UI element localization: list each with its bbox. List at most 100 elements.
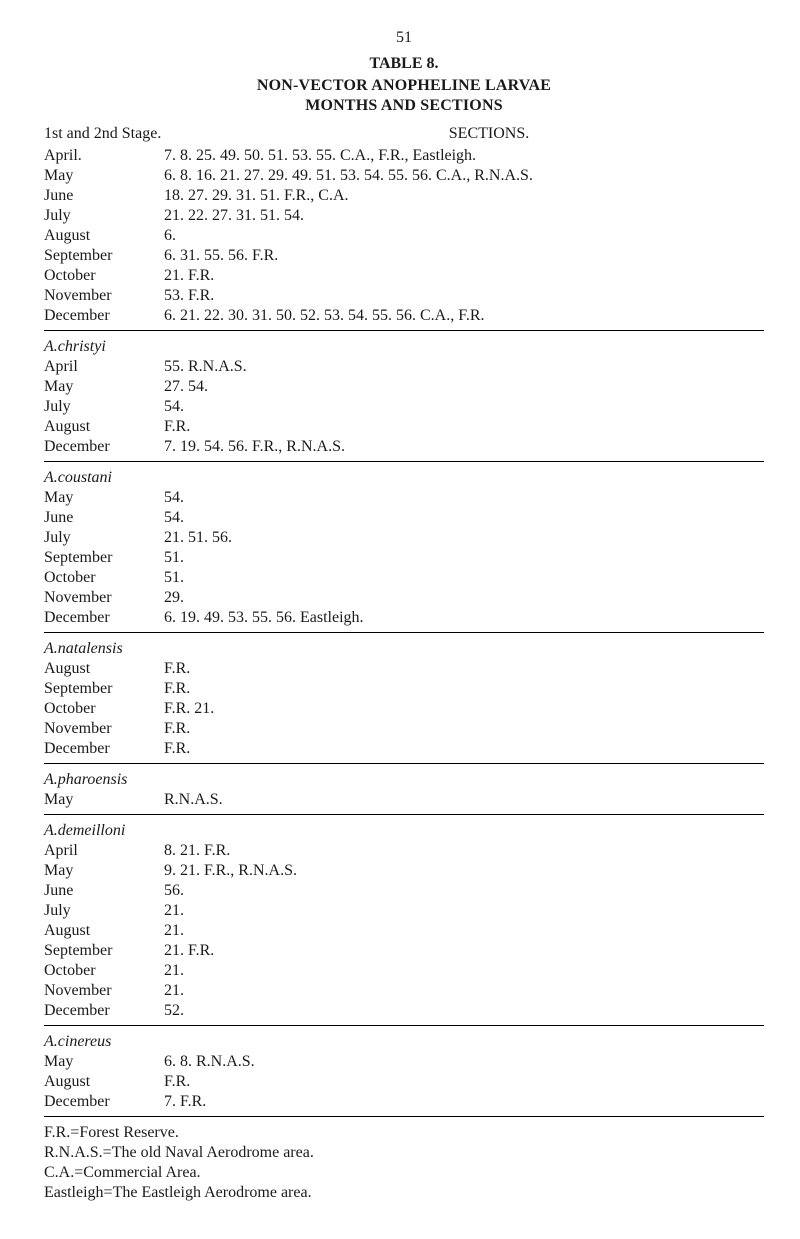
values-cell: 52. — [164, 1001, 764, 1021]
month-cell: April — [44, 841, 164, 861]
month-cell: December — [44, 306, 164, 326]
month-cell: December — [44, 608, 164, 628]
table-row: AugustF.R. — [44, 1072, 764, 1092]
table-row: MayR.N.A.S. — [44, 790, 764, 810]
values-cell: F.R. — [164, 679, 764, 699]
values-cell: 9. 21. F.R., R.N.A.S. — [164, 861, 764, 881]
month-cell: April. — [44, 146, 164, 166]
table-section: A.christyiApril55. R.N.A.S.May27. 54.Jul… — [44, 331, 764, 462]
table-row: AugustF.R. — [44, 417, 764, 437]
footer-line: C.A.=Commercial Area. — [44, 1163, 764, 1183]
table-row: June54. — [44, 508, 764, 528]
month-cell: September — [44, 679, 164, 699]
values-cell: 8. 21. F.R. — [164, 841, 764, 861]
month-cell: December — [44, 1001, 164, 1021]
month-cell: July — [44, 206, 164, 226]
values-cell: 7. F.R. — [164, 1092, 764, 1112]
month-cell: December — [44, 739, 164, 759]
month-cell: October — [44, 961, 164, 981]
month-cell: May — [44, 166, 164, 186]
values-cell: 6. 21. 22. 30. 31. 50. 52. 53. 54. 55. 5… — [164, 306, 764, 326]
table-section: A.coustaniMay54.June54.July21. 51. 56.Se… — [44, 462, 764, 633]
table-row: December6. 21. 22. 30. 31. 50. 52. 53. 5… — [44, 306, 764, 326]
values-cell: 7. 19. 54. 56. F.R., R.N.A.S. — [164, 437, 764, 457]
month-cell: October — [44, 266, 164, 286]
species-name: A.coustani — [44, 468, 764, 488]
table-section: A.demeilloniApril8. 21. F.R.May9. 21. F.… — [44, 815, 764, 1026]
table-row: June18. 27. 29. 31. 51. F.R., C.A. — [44, 186, 764, 206]
table-row: November29. — [44, 588, 764, 608]
month-cell: August — [44, 921, 164, 941]
table-section: A.natalensisAugustF.R.SeptemberF.R.Octob… — [44, 633, 764, 764]
table-row: April8. 21. F.R. — [44, 841, 764, 861]
table-row: NovemberF.R. — [44, 719, 764, 739]
species-name: A.natalensis — [44, 639, 764, 659]
table-row: July21. 22. 27. 31. 51. 54. — [44, 206, 764, 226]
month-cell: August — [44, 1072, 164, 1092]
values-cell: 21. — [164, 981, 764, 1001]
page-number: 51 — [44, 28, 764, 48]
month-cell: October — [44, 699, 164, 719]
month-cell: August — [44, 417, 164, 437]
values-cell: 21. 51. 56. — [164, 528, 764, 548]
month-cell: September — [44, 246, 164, 266]
table-row: October51. — [44, 568, 764, 588]
table-row: December7. 19. 54. 56. F.R., R.N.A.S. — [44, 437, 764, 457]
values-cell: 7. 8. 25. 49. 50. 51. 53. 55. C.A., F.R.… — [164, 146, 764, 166]
values-cell: 56. — [164, 881, 764, 901]
month-cell: September — [44, 548, 164, 568]
table-row: June56. — [44, 881, 764, 901]
month-cell: May — [44, 377, 164, 397]
table-row: April.7. 8. 25. 49. 50. 51. 53. 55. C.A.… — [44, 146, 764, 166]
table-row: December6. 19. 49. 53. 55. 56. Eastleigh… — [44, 608, 764, 628]
values-cell: 21. — [164, 901, 764, 921]
month-cell: July — [44, 397, 164, 417]
column-header-row: 1st and 2nd Stage.SECTIONS. — [44, 124, 764, 144]
footer-line: Eastleigh=The Eastleigh Aerodrome area. — [44, 1183, 764, 1203]
values-cell: 6. 19. 49. 53. 55. 56. Eastleigh. — [164, 608, 764, 628]
month-cell: August — [44, 659, 164, 679]
species-name: A.pharoensis — [44, 770, 764, 790]
month-cell: August — [44, 226, 164, 246]
table-row: September21. F.R. — [44, 941, 764, 961]
month-cell: November — [44, 719, 164, 739]
table-row: SeptemberF.R. — [44, 679, 764, 699]
footer-line: R.N.A.S.=The old Naval Aerodrome area. — [44, 1143, 764, 1163]
values-cell: 51. — [164, 568, 764, 588]
month-cell: November — [44, 588, 164, 608]
values-cell: F.R. — [164, 417, 764, 437]
month-cell: November — [44, 286, 164, 306]
table-row: September6. 31. 55. 56. F.R. — [44, 246, 764, 266]
table-row: August6. — [44, 226, 764, 246]
month-cell: July — [44, 901, 164, 921]
footer-legend: F.R.=Forest Reserve.R.N.A.S.=The old Nav… — [44, 1123, 764, 1203]
values-cell: 55. R.N.A.S. — [164, 357, 764, 377]
header-right: SECTIONS. — [214, 124, 764, 144]
table-section: A.pharoensisMayR.N.A.S. — [44, 764, 764, 815]
table-row: November53. F.R. — [44, 286, 764, 306]
values-cell: 21. — [164, 921, 764, 941]
table-row: October21. F.R. — [44, 266, 764, 286]
values-cell: 53. F.R. — [164, 286, 764, 306]
table-row: December7. F.R. — [44, 1092, 764, 1112]
month-cell: June — [44, 186, 164, 206]
table-row: November21. — [44, 981, 764, 1001]
values-cell: 6. — [164, 226, 764, 246]
values-cell: 29. — [164, 588, 764, 608]
table-row: AugustF.R. — [44, 659, 764, 679]
month-cell: June — [44, 508, 164, 528]
table-row: May9. 21. F.R., R.N.A.S. — [44, 861, 764, 881]
values-cell: 21. F.R. — [164, 266, 764, 286]
values-cell: 54. — [164, 508, 764, 528]
values-cell: F.R. 21. — [164, 699, 764, 719]
header-left: 1st and 2nd Stage. — [44, 124, 214, 144]
table-section: 1st and 2nd Stage.SECTIONS.April.7. 8. 2… — [44, 120, 764, 331]
table-row: July21. — [44, 901, 764, 921]
sections-container: 1st and 2nd Stage.SECTIONS.April.7. 8. 2… — [44, 120, 764, 1117]
values-cell: 54. — [164, 397, 764, 417]
table-row: October21. — [44, 961, 764, 981]
values-cell: 18. 27. 29. 31. 51. F.R., C.A. — [164, 186, 764, 206]
species-name: A.demeilloni — [44, 821, 764, 841]
table-row: May6. 8. R.N.A.S. — [44, 1052, 764, 1072]
values-cell: 6. 31. 55. 56. F.R. — [164, 246, 764, 266]
